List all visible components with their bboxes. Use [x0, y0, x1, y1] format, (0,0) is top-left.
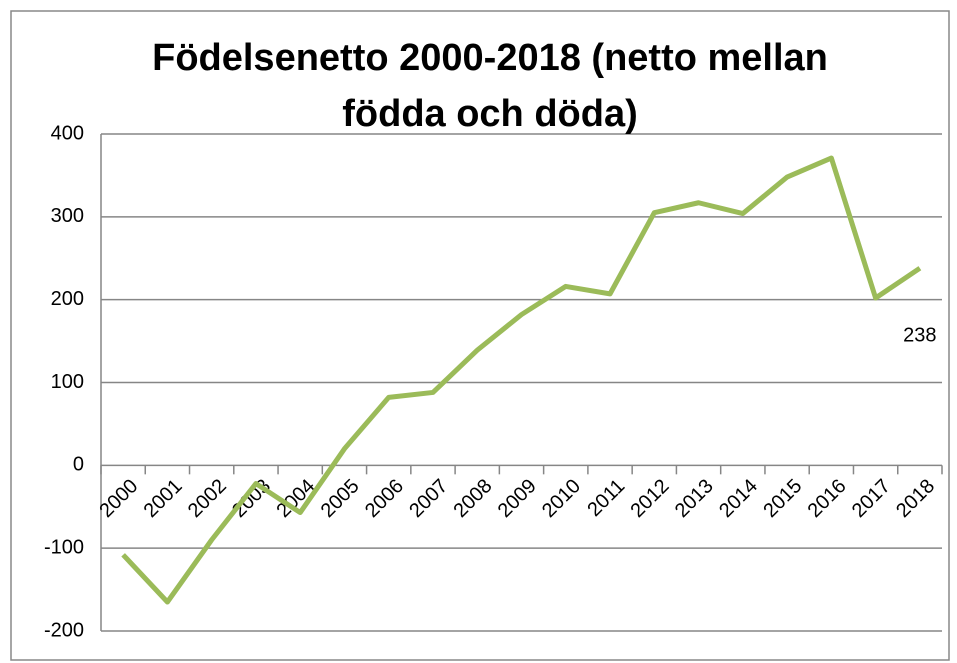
- x-tick-label: 2016: [804, 475, 851, 522]
- y-tick-label: 100: [51, 371, 84, 393]
- y-tick-label: 300: [51, 205, 84, 227]
- x-tick-label: 2010: [538, 475, 585, 522]
- x-tick-label: 2006: [361, 475, 408, 522]
- line-series: [121, 155, 922, 605]
- x-tick-label: 2008: [449, 475, 496, 522]
- x-tick-label: 2014: [715, 475, 762, 522]
- data-label: 238: [903, 324, 936, 346]
- x-tick-label: 2013: [671, 475, 718, 522]
- x-tick-label: 2011: [583, 475, 629, 521]
- x-tick-label: 2000: [95, 475, 142, 522]
- x-tick-label: 2017: [848, 475, 895, 522]
- y-tick-label: 200: [51, 288, 84, 310]
- x-tick-label: 2012: [627, 475, 674, 522]
- y-tick-label: 400: [51, 122, 84, 144]
- chart-title: Födelsenetto 2000-2018 (netto mellan föd…: [152, 37, 828, 135]
- x-tick-label: 2007: [405, 475, 452, 522]
- x-tick-label: 2001: [140, 475, 187, 522]
- y-tick-label: -100: [44, 536, 84, 558]
- x-tick-label: 2018: [892, 475, 939, 522]
- x-tick-label: 2002: [184, 475, 231, 522]
- x-tick-label: 2015: [759, 475, 806, 522]
- x-tick-label: 2009: [494, 475, 541, 522]
- chart-frame: [10, 10, 950, 661]
- y-tick-label: -200: [44, 619, 84, 641]
- y-tick-label: 0: [73, 454, 84, 476]
- x-tick-label: 2003: [228, 475, 275, 522]
